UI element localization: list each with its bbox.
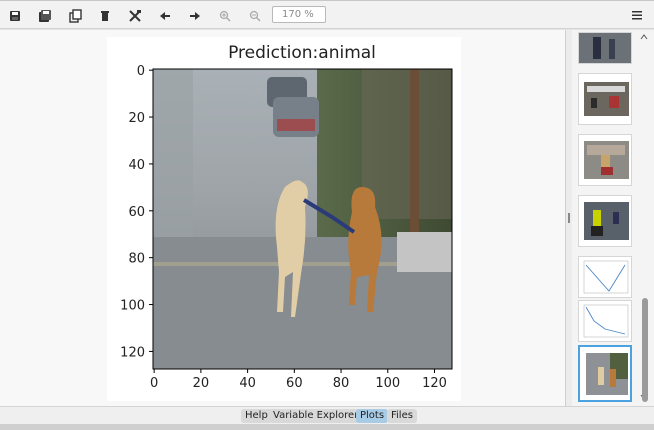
x-tick-label: 100 [375, 376, 400, 391]
plot-canvas: Prediction:animal 0 20 40 60 80 100 120 0 20 40 6… [120, 43, 453, 391]
pane-tab-bar: Help Variable Explorer Plots Files [0, 406, 654, 425]
status-bar [0, 424, 654, 430]
delete-all-icon[interactable] [126, 7, 144, 25]
y-tick-label: 20 [128, 111, 145, 126]
thumb-line-chart-1[interactable] [578, 256, 632, 298]
sidebar-scrollbar-thumb[interactable] [642, 298, 648, 402]
y-axis: 0 20 40 60 80 100 120 [120, 64, 153, 360]
zoom-out-icon[interactable] [246, 7, 264, 25]
thumb-dogs-prediction[interactable] [578, 345, 632, 402]
y-tick-label: 120 [120, 345, 145, 360]
menu-icon[interactable] [630, 8, 648, 26]
save-icon[interactable] [6, 7, 24, 25]
thumb-street-scene-2[interactable] [578, 73, 632, 125]
delete-icon[interactable] [96, 7, 114, 25]
photo-image [153, 69, 452, 369]
zoom-level-field[interactable]: 170 % [272, 6, 326, 23]
plots-toolbar: 170 % [0, 0, 654, 29]
thumb-line-chart-2[interactable] [578, 300, 632, 342]
thumb-street-scene-1[interactable] [578, 32, 632, 64]
x-tick-label: 60 [286, 376, 303, 391]
y-tick-label: 80 [128, 252, 145, 267]
thumbnail-sidebar [572, 30, 654, 406]
x-tick-label: 20 [193, 376, 210, 391]
x-tick-label: 120 [422, 376, 447, 391]
arrow-left-icon[interactable] [156, 7, 174, 25]
x-axis: 0 20 40 60 80 100 120 [150, 369, 447, 391]
y-tick-label: 60 [128, 205, 145, 220]
y-tick-label: 100 [120, 299, 145, 314]
y-tick-label: 0 [137, 64, 145, 79]
copy-icon[interactable] [66, 7, 84, 25]
plot-title: Prediction:animal [228, 43, 376, 63]
plot-figure: Prediction:animal 0 20 40 60 80 100 120 0 20 40 6… [107, 37, 461, 401]
plot-viewer: Prediction:animal 0 20 40 60 80 100 120 0 20 40 6… [0, 30, 566, 406]
splitter-handle[interactable] [566, 30, 572, 406]
tab-help[interactable]: Help [241, 409, 272, 423]
x-tick-label: 40 [239, 376, 256, 391]
x-tick-label: 0 [150, 376, 158, 391]
zoom-in-icon[interactable] [216, 7, 234, 25]
x-tick-label: 80 [333, 376, 350, 391]
save-all-icon[interactable] [36, 7, 54, 25]
arrow-right-icon[interactable] [186, 7, 204, 25]
tab-plots[interactable]: Plots [356, 409, 389, 423]
tab-files[interactable]: Files [387, 409, 417, 423]
thumb-scooter-scene[interactable] [578, 134, 632, 186]
thumb-motorbike-scene[interactable] [578, 195, 632, 247]
tab-variable-explorer[interactable]: Variable Explorer [269, 409, 363, 423]
y-tick-label: 40 [128, 158, 145, 173]
